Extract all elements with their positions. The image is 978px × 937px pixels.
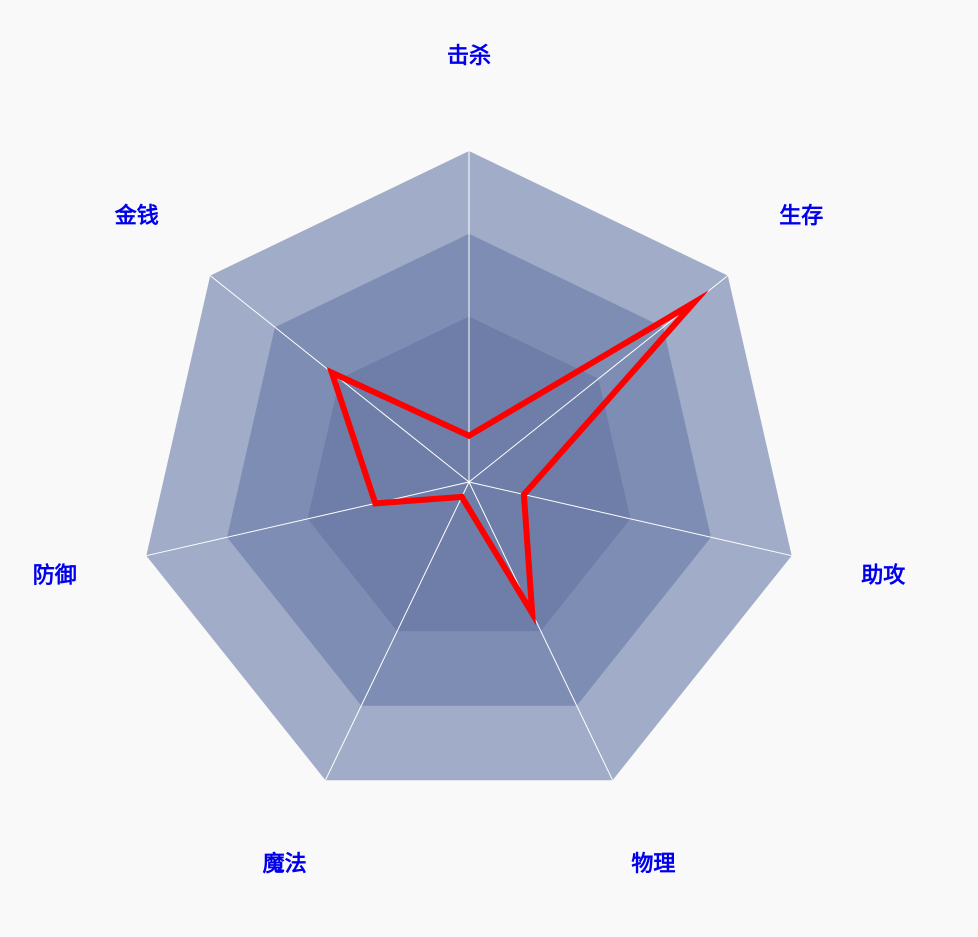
indicator-label: 物理 — [631, 851, 675, 877]
indicator-label: 防御 — [33, 563, 77, 589]
radar-axis-line — [468, 481, 614, 781]
radar-axis-line — [146, 481, 470, 557]
radar-axis-line — [324, 481, 470, 781]
indicator-label: 助攻 — [861, 563, 906, 589]
radar-series — [326, 290, 710, 626]
indicator-label: 生存 — [779, 203, 823, 229]
indicator-label: 击杀 — [447, 43, 491, 69]
indicator-label: 魔法 — [263, 851, 307, 877]
radar-series-line — [326, 290, 710, 626]
indicator-label: 金钱 — [114, 203, 159, 229]
